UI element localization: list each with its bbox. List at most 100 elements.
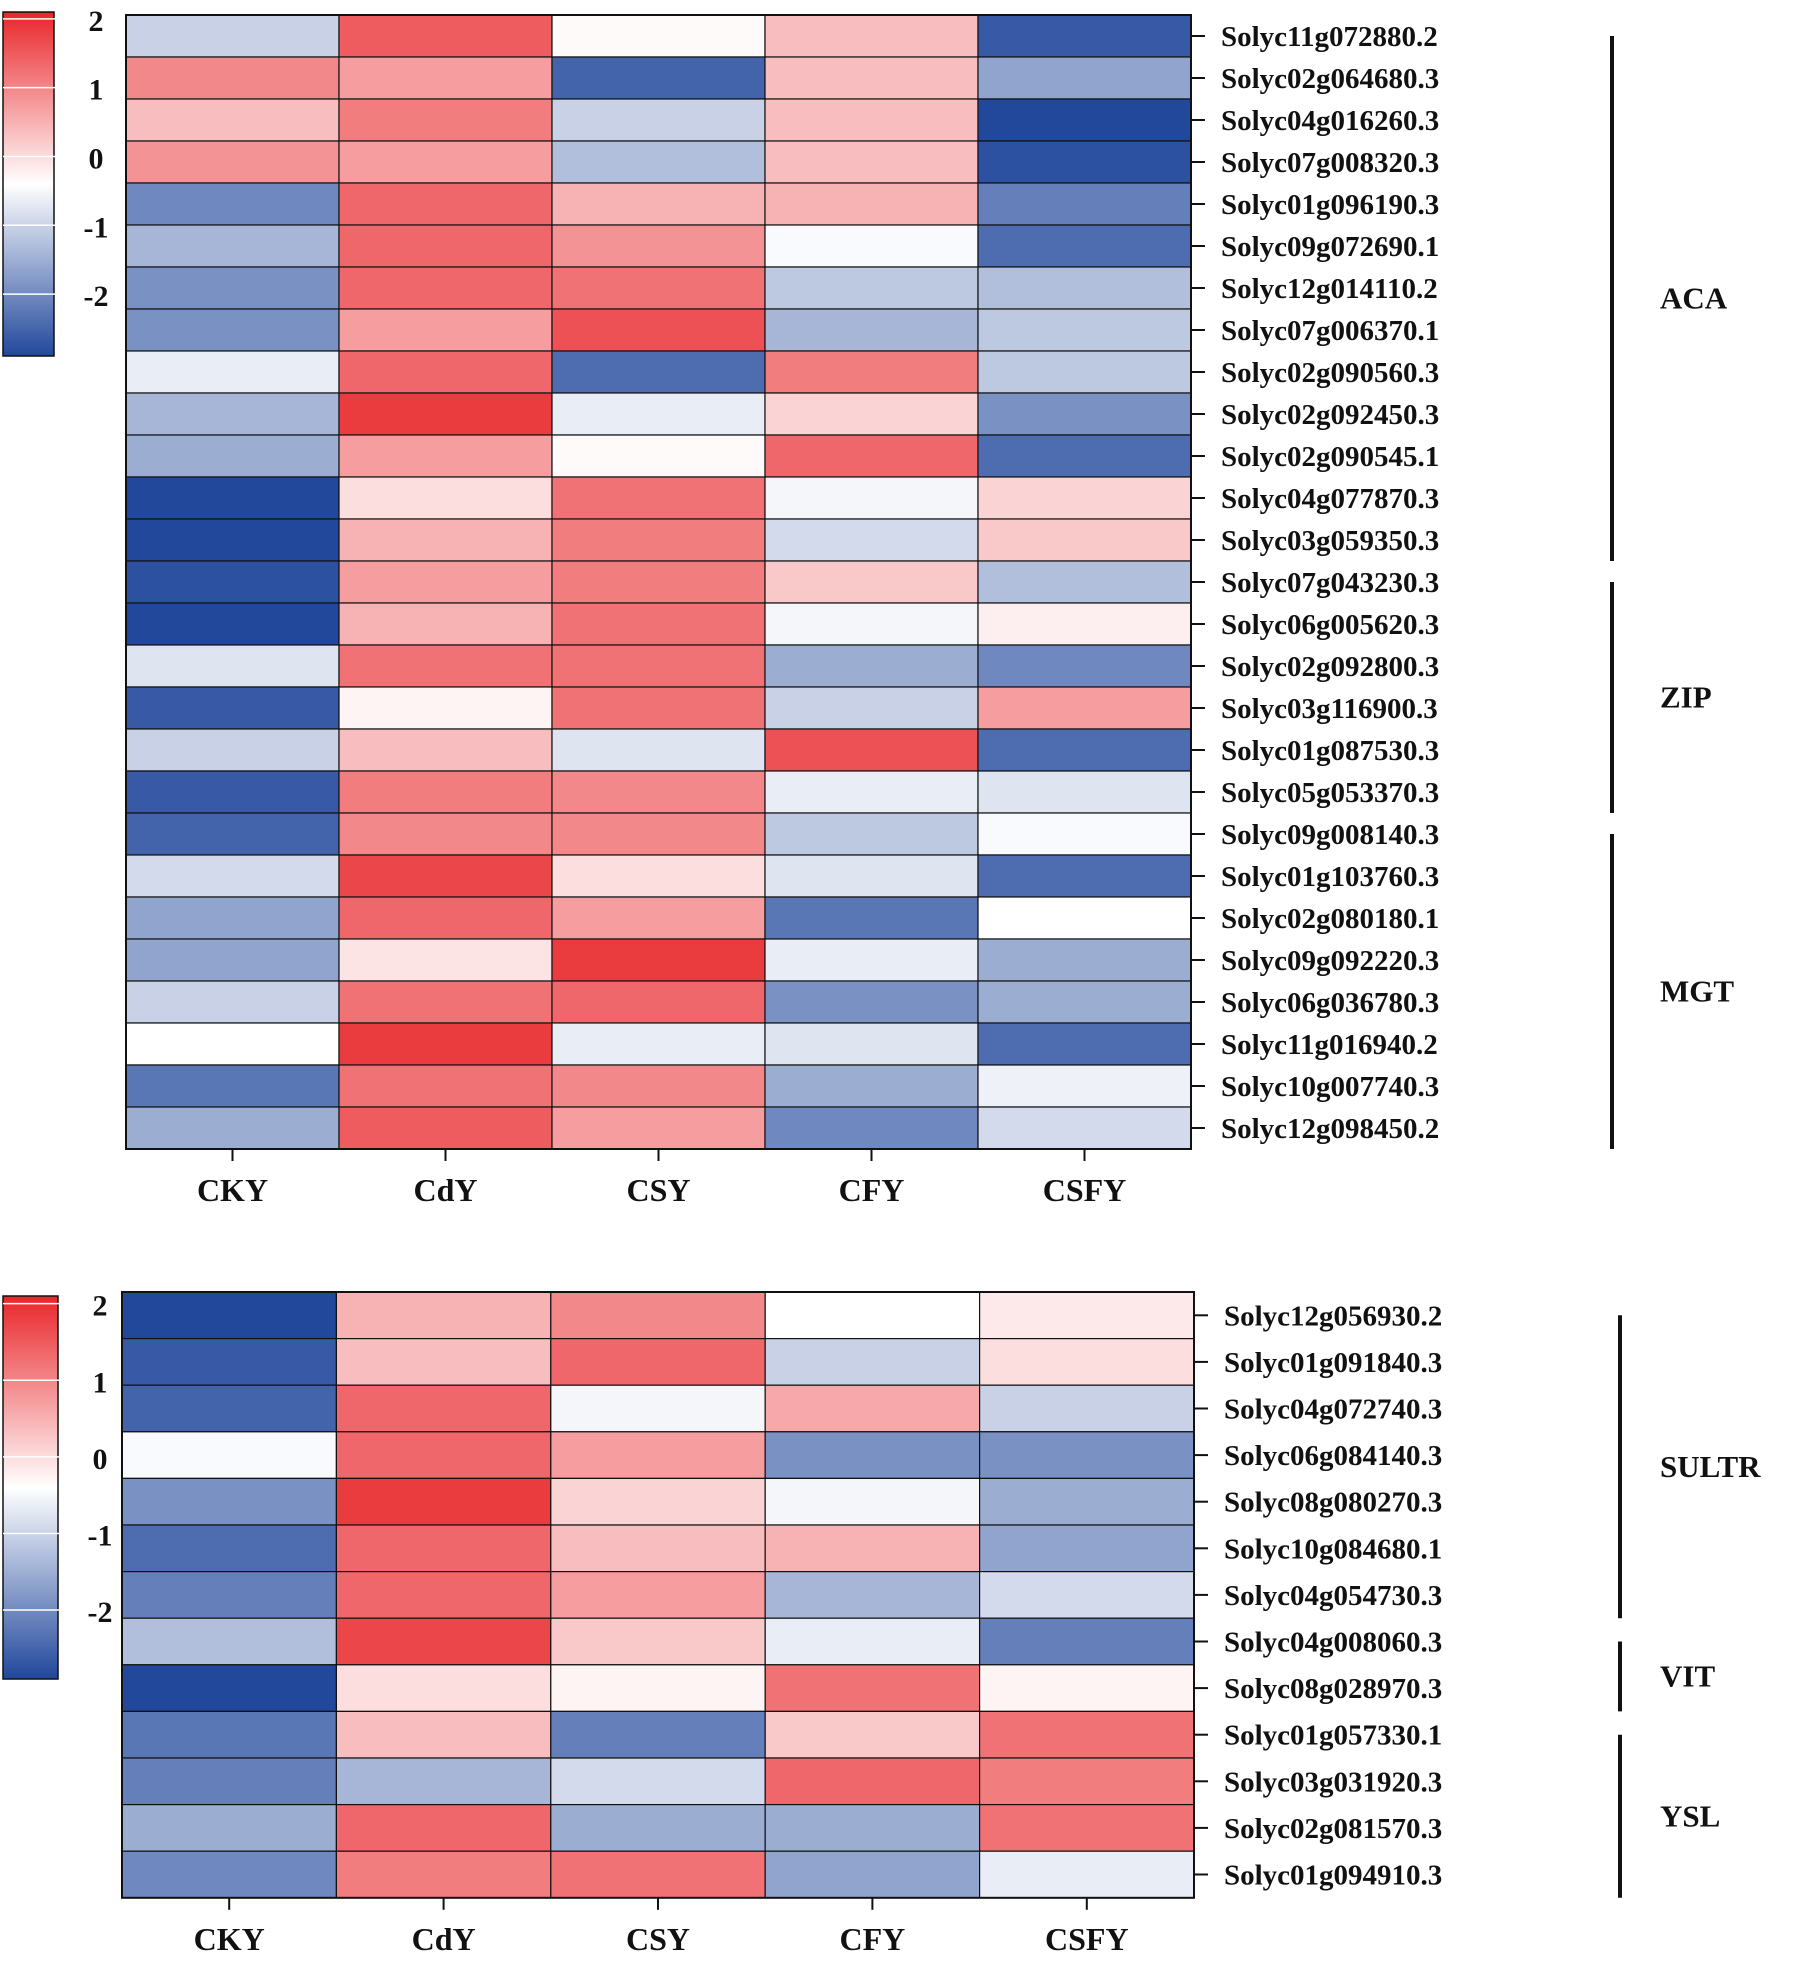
row-label: Solyc02g080180.1: [1221, 903, 1439, 935]
column-label: CSY: [626, 1921, 690, 1957]
heatmap-cell: [977, 350, 1192, 394]
heatmap-cell: [121, 1850, 337, 1899]
heatmap-cell: [764, 224, 979, 268]
row-label: Solyc04g008060.3: [1224, 1627, 1442, 1659]
heatmap-cell: [121, 1337, 337, 1386]
heatmap-cell: [977, 1022, 1192, 1066]
column-label: CFY: [839, 1172, 905, 1208]
heatmap-cell: [550, 1524, 766, 1573]
heatmap-cell: [125, 896, 340, 940]
heatmap-cell: [550, 1570, 766, 1619]
heatmap-cell: [551, 602, 766, 646]
heatmap-cell: [335, 1617, 552, 1666]
row-label: Solyc03g059350.3: [1221, 525, 1439, 557]
heatmap-cell: [551, 1106, 766, 1150]
group-label: YSL: [1660, 1798, 1720, 1833]
heatmap-cell: [338, 140, 553, 184]
heatmap-cell: [335, 1570, 552, 1619]
heatmap-cell: [125, 518, 340, 562]
heatmap-cell: [335, 1291, 552, 1340]
heatmap-cell: [338, 266, 553, 310]
heatmap-cell: [977, 812, 1192, 856]
row-label: Solyc08g080270.3: [1224, 1487, 1442, 1519]
heatmap-cell: [335, 1757, 552, 1806]
heatmap-cell: [551, 728, 766, 772]
heatmap-cell: [764, 140, 979, 184]
heatmap-cell: [764, 896, 979, 940]
heatmap-cell: [125, 476, 340, 520]
heatmap-cell: [338, 518, 553, 562]
heatmap-cell: [335, 1337, 552, 1386]
heatmap-cell: [978, 1337, 1195, 1386]
heatmap-cell: [125, 686, 340, 730]
colorbar: [2, 1295, 59, 1680]
row-label: Solyc11g072880.2: [1221, 21, 1438, 53]
heatmap-cell: [335, 1664, 552, 1713]
heatmap-cell: [977, 14, 1192, 58]
heatmap-cell: [335, 1477, 552, 1526]
heatmap-cell: [551, 518, 766, 562]
heatmap-cell: [764, 644, 979, 688]
column-label: CSFY: [1045, 1921, 1129, 1957]
row-label: Solyc09g092220.3: [1221, 945, 1439, 977]
heatmap-cell: [764, 938, 979, 982]
row-label: Solyc12g098450.2: [1221, 1113, 1439, 1145]
colorbar-tick-label: 0: [93, 1443, 108, 1476]
column-label: CKY: [194, 1921, 265, 1957]
heatmap-cell: [550, 1384, 766, 1433]
row-label: Solyc09g072690.1: [1221, 231, 1439, 263]
heatmap-cell: [977, 308, 1192, 352]
heatmap-cell: [764, 518, 979, 562]
heatmap-cell: [121, 1524, 337, 1573]
heatmap-cell: [125, 350, 340, 394]
heatmap-cell: [764, 308, 979, 352]
heatmap-cell: [125, 980, 340, 1024]
heatmap-cell: [338, 896, 553, 940]
heatmap-cell: [978, 1524, 1195, 1573]
heatmap-cell: [978, 1757, 1195, 1806]
group-label: ZIP: [1660, 680, 1712, 715]
heatmap-cell: [125, 98, 340, 142]
heatmap-cell: [764, 1803, 981, 1852]
heatmap-cell: [551, 854, 766, 898]
heatmap-cell: [335, 1850, 552, 1899]
heatmap-cell: [338, 938, 553, 982]
heatmap-cell: [764, 14, 979, 58]
heatmap-cell: [978, 1850, 1195, 1899]
heatmap-cell: [764, 56, 979, 100]
row-label: Solyc10g007740.3: [1221, 1071, 1439, 1103]
heatmap-cell: [338, 1022, 553, 1066]
column-label: CSFY: [1043, 1172, 1127, 1208]
heatmap-cell: [764, 1570, 981, 1619]
heatmap-cell: [121, 1664, 337, 1713]
colorbar-tick-label: 2: [93, 1290, 108, 1323]
heatmap-cell: [551, 98, 766, 142]
heatmap-cell: [977, 434, 1192, 478]
heatmap-cell: [550, 1337, 766, 1386]
heatmap-cell: [338, 854, 553, 898]
heatmap-cell: [977, 602, 1192, 646]
heatmap-cell: [764, 1022, 979, 1066]
heatmap-cell: [551, 980, 766, 1024]
heatmap-cell: [550, 1617, 766, 1666]
heatmap-cell: [551, 350, 766, 394]
row-label: Solyc01g096190.3: [1221, 189, 1439, 221]
heatmap-cell: [550, 1477, 766, 1526]
heatmap-cell: [338, 770, 553, 814]
heatmap-cell: [764, 728, 979, 772]
heatmap-cell: [338, 224, 553, 268]
row-label: Solyc12g014110.2: [1221, 273, 1438, 305]
heatmap-cell: [764, 476, 979, 520]
row-label: Solyc06g084140.3: [1224, 1440, 1442, 1472]
row-label: Solyc01g103760.3: [1221, 861, 1439, 893]
heatmap-cell: [125, 812, 340, 856]
heatmap-cell: [764, 392, 979, 436]
heatmap-cell: [977, 644, 1192, 688]
heatmap-cell: [977, 1106, 1192, 1150]
row-label: Solyc01g091840.3: [1224, 1347, 1442, 1379]
heatmap-cell: [125, 938, 340, 982]
heatmap-cell: [978, 1570, 1195, 1619]
heatmap-cell: [551, 140, 766, 184]
heatmap-cell: [551, 686, 766, 730]
heatmap-cell: [977, 266, 1192, 310]
